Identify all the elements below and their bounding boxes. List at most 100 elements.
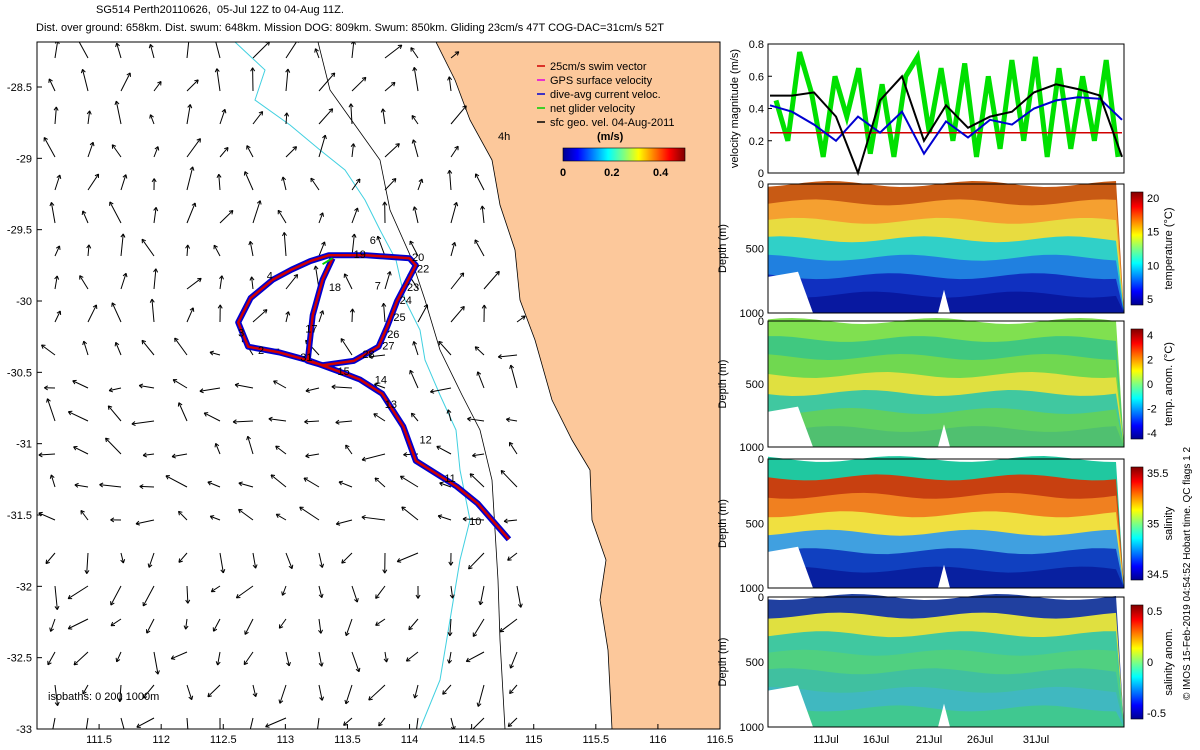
velocity-arrow bbox=[246, 435, 254, 455]
velocity-arrow bbox=[305, 453, 320, 459]
colorbar-tick-label: 4 bbox=[1147, 330, 1153, 342]
depth-tick-label: 500 bbox=[746, 657, 764, 669]
day-label: 24 bbox=[400, 295, 412, 307]
velocity-arrow bbox=[110, 517, 122, 523]
velocity-arrow bbox=[153, 80, 162, 92]
day-label: 19 bbox=[354, 249, 366, 261]
velocity-arrow bbox=[248, 240, 254, 257]
velocity-arrow bbox=[281, 585, 287, 596]
velocity-arrow bbox=[115, 651, 122, 663]
velocity-arrow bbox=[172, 379, 188, 389]
depth-tick-label: 500 bbox=[746, 244, 764, 256]
velocity-arrow bbox=[275, 513, 287, 521]
depth-axis-label: Depth (m) bbox=[717, 499, 729, 548]
depth-tick-label: 500 bbox=[746, 519, 764, 531]
day-label: 27 bbox=[382, 341, 394, 353]
velocity-arrow bbox=[381, 302, 387, 323]
colorbar-tick-label: 34.5 bbox=[1147, 569, 1168, 581]
colorbar-tick-label: 10 bbox=[1147, 260, 1159, 272]
x-tick-label: 116.5 bbox=[707, 734, 734, 746]
legend-entry: dive-avg current veloc. bbox=[537, 89, 661, 101]
y-tick-label: -32.5 bbox=[7, 653, 32, 665]
velocity-arrow bbox=[497, 354, 518, 360]
velocity-arrow bbox=[109, 201, 122, 224]
velocity-arrow bbox=[472, 452, 485, 458]
velocity-arrow bbox=[304, 419, 320, 425]
velocity-arrow bbox=[405, 651, 419, 662]
colorbar-tick-label: 0 bbox=[1147, 379, 1153, 391]
velocity-arrow bbox=[361, 453, 386, 462]
velocity-arrow bbox=[54, 174, 62, 191]
plot-title-line2: Dist. over ground: 658km. Dist. swum: 64… bbox=[36, 22, 664, 34]
velocity-arrow bbox=[438, 340, 452, 356]
velocity-arrow bbox=[335, 419, 353, 425]
velocity-arrow bbox=[450, 201, 459, 224]
velocity-arrow bbox=[219, 552, 226, 574]
day-label: 22 bbox=[417, 263, 429, 275]
velocity-arrow bbox=[318, 585, 324, 599]
velocity-arrow bbox=[186, 166, 195, 191]
velocity-arrow bbox=[114, 341, 122, 356]
velocity-arrow bbox=[111, 144, 122, 158]
copyright-note: © IMOS 15-Feb-2019 04:54:52 Hobart time.… bbox=[1182, 447, 1193, 700]
vel-y-tick-label: 0 bbox=[758, 168, 764, 180]
velocity-arrow bbox=[142, 585, 155, 607]
velocity-arrow bbox=[448, 552, 454, 566]
velocity-arrow bbox=[53, 106, 59, 125]
day-label: 4 bbox=[267, 271, 273, 283]
velocity-arrow bbox=[80, 68, 89, 92]
velocity-arrow bbox=[318, 684, 325, 701]
velocity-arrow bbox=[265, 717, 287, 728]
velocity-arrow bbox=[131, 420, 155, 427]
velocity-arrow bbox=[350, 143, 356, 158]
section-frame bbox=[767, 596, 1125, 728]
svg-text:25cm/s swim vector: 25cm/s swim vector bbox=[550, 61, 647, 73]
velocity-arrow bbox=[382, 201, 388, 224]
velocity-arrow bbox=[170, 651, 188, 660]
velocity-arrow bbox=[219, 146, 229, 158]
velocity-arrow bbox=[212, 618, 221, 632]
velocity-arrow bbox=[284, 112, 290, 125]
velocity-arrow bbox=[483, 270, 500, 290]
velocity-arrow bbox=[153, 651, 160, 675]
velocity-arrow bbox=[507, 552, 518, 561]
velocity-arrow bbox=[436, 445, 452, 455]
velocity-arrow bbox=[361, 514, 386, 521]
velocity-arrow bbox=[507, 717, 518, 728]
velocity-arrow bbox=[376, 235, 386, 257]
velocity-arrow bbox=[373, 413, 386, 422]
day-label: 6 bbox=[370, 235, 376, 247]
vel-y-label: velocity magnitude (m/s) bbox=[729, 49, 741, 168]
velocity-arrow bbox=[249, 276, 255, 290]
velocity-arrow bbox=[82, 340, 89, 356]
velocity-arrow bbox=[474, 239, 485, 257]
vel-y-tick-label: 0.8 bbox=[749, 39, 764, 51]
velocity-arrow bbox=[348, 103, 354, 125]
colorbar-tick-label: 35.5 bbox=[1147, 468, 1168, 480]
velocity-arrow bbox=[82, 684, 89, 695]
velocity-arrow bbox=[408, 618, 419, 631]
velocity-arrow bbox=[73, 651, 89, 666]
velocity-arrow bbox=[252, 111, 264, 125]
x-tick-label: 111.5 bbox=[86, 734, 112, 746]
velocity-arrow bbox=[171, 453, 188, 459]
velocity-arrow bbox=[203, 412, 221, 422]
velocity-arrow bbox=[178, 510, 188, 521]
velocity-arrow bbox=[478, 585, 485, 606]
velocity-arrow bbox=[469, 473, 485, 488]
velocity-arrow bbox=[214, 442, 221, 455]
velocity-arrow bbox=[278, 684, 287, 704]
velocity-arrow bbox=[481, 304, 487, 323]
velocity-arrow bbox=[318, 108, 334, 125]
velocity-arrow bbox=[508, 441, 518, 455]
velocity-arrow bbox=[343, 273, 353, 290]
velocity-arrow bbox=[238, 508, 254, 521]
section-colorbar bbox=[1130, 466, 1144, 581]
track-swim-layer bbox=[236, 254, 510, 541]
velocity-arrow bbox=[215, 651, 221, 666]
land-area bbox=[435, 42, 720, 729]
colorbar-tick-label: -0.5 bbox=[1147, 708, 1166, 720]
velocity-arrow bbox=[318, 72, 336, 92]
velocity-arrow bbox=[139, 484, 155, 490]
